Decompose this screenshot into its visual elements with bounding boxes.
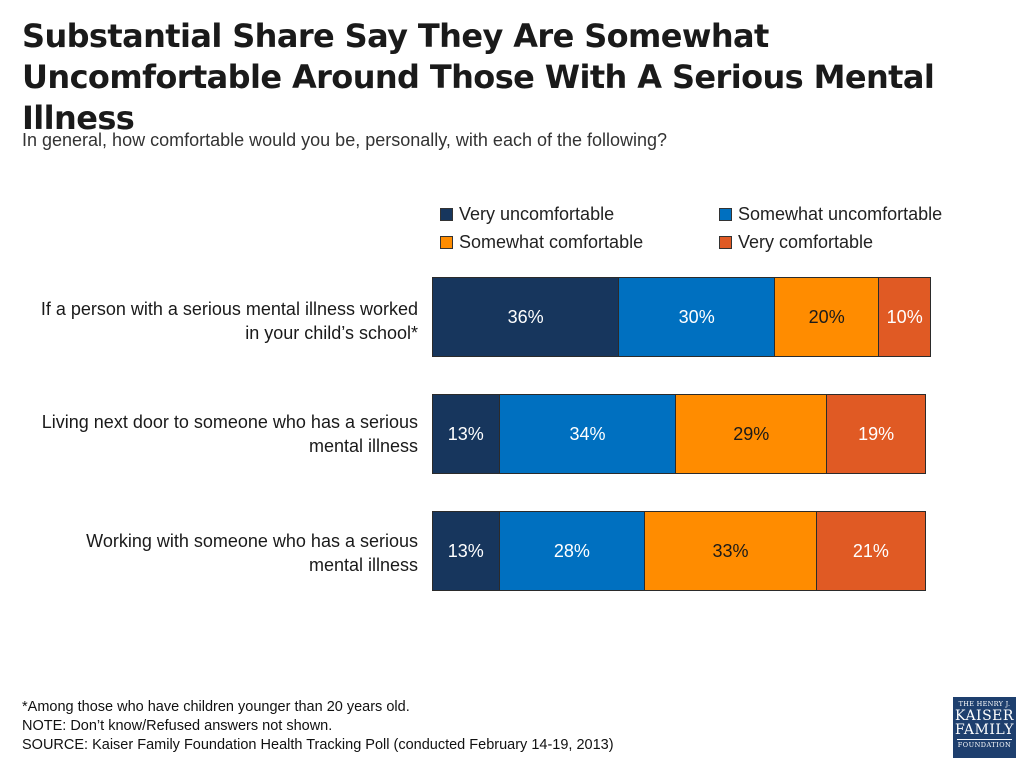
data-label: 21% — [852, 540, 889, 561]
bar-segment-very-uncomfortable: 13% — [432, 394, 500, 474]
logo-line2: KAISER — [955, 708, 1014, 724]
chart-subtitle: In general, how comfortable would you be… — [22, 130, 668, 150]
data-label: 20% — [808, 306, 845, 327]
legend-label: Very uncomfortable — [459, 204, 615, 224]
legend-item-somewhat-comfortable: Somewhat comfortable — [440, 232, 643, 253]
legend-swatch-very-uncomfortable — [440, 208, 453, 221]
row-label-working-with: Working with someone who has a serious m… — [86, 531, 418, 575]
legend-item-very-comfortable: Very comfortable — [719, 232, 873, 253]
data-label: 19% — [858, 423, 895, 444]
legend-swatch-somewhat-uncomfortable — [719, 208, 732, 221]
bar-segment-somewhat-comfortable: 20% — [775, 277, 880, 357]
legend-swatch-very-comfortable — [719, 236, 732, 249]
bar-row-childs-school: 36% 30% 20% 10% — [432, 277, 932, 357]
logo-line1: THE HENRY J. — [958, 700, 1011, 708]
bar-row-working-with: 13% 28% 33% 21% — [432, 511, 926, 591]
bar-segment-very-uncomfortable: 36% — [432, 277, 620, 357]
footnotes: *Among those who have children younger t… — [22, 698, 614, 755]
footnote-source: SOURCE: Kaiser Family Foundation Health … — [22, 737, 614, 753]
footnote-asterisk: *Among those who have children younger t… — [22, 699, 410, 715]
legend-label: Somewhat uncomfortable — [738, 204, 943, 224]
chart-title: Substantial Share Say They Are Somewhat … — [22, 17, 935, 137]
data-label: 34% — [569, 423, 606, 444]
bar-segment-very-comfortable: 21% — [816, 511, 926, 591]
kff-logo: THE HENRY J. KAISER FAMILY FOUNDATION — [953, 697, 1016, 758]
bar-segment-somewhat-comfortable: 29% — [676, 394, 828, 474]
logo-line3: FAMILY — [954, 722, 1015, 738]
data-label: 10% — [886, 306, 923, 327]
data-label: 36% — [507, 306, 544, 327]
row-label-living-next-door: Living next door to someone who has a se… — [41, 412, 418, 456]
chart-legend: Very uncomfortable Somewhat uncomfortabl… — [440, 204, 1000, 260]
data-label: 13% — [447, 423, 484, 444]
legend-swatch-somewhat-comfortable — [440, 236, 453, 249]
data-label: 30% — [678, 306, 715, 327]
bar-row-living-next-door: 13% 34% 29% 19% — [432, 394, 926, 474]
row-label-childs-school: If a person with a serious mental illnes… — [40, 299, 418, 343]
legend-label: Somewhat comfortable — [459, 232, 644, 252]
bar-segment-very-uncomfortable: 13% — [432, 511, 500, 591]
logo-line4: FOUNDATION — [957, 739, 1012, 749]
bar-segment-very-comfortable: 19% — [827, 394, 926, 474]
bar-segment-somewhat-comfortable: 33% — [645, 511, 817, 591]
legend-label: Very comfortable — [738, 232, 874, 252]
data-label: 13% — [447, 540, 484, 561]
bar-segment-very-comfortable: 10% — [879, 277, 932, 357]
data-label: 29% — [733, 423, 770, 444]
bar-segment-somewhat-uncomfortable: 34% — [499, 394, 677, 474]
data-label: 28% — [553, 540, 590, 561]
bar-segment-somewhat-uncomfortable: 30% — [619, 277, 776, 357]
footnote-note: NOTE: Don’t know/Refused answers not sho… — [22, 718, 333, 734]
bar-segment-somewhat-uncomfortable: 28% — [499, 511, 646, 591]
legend-item-very-uncomfortable: Very uncomfortable — [440, 204, 614, 225]
legend-item-somewhat-uncomfortable: Somewhat uncomfortable — [719, 204, 942, 225]
data-label: 33% — [712, 540, 749, 561]
